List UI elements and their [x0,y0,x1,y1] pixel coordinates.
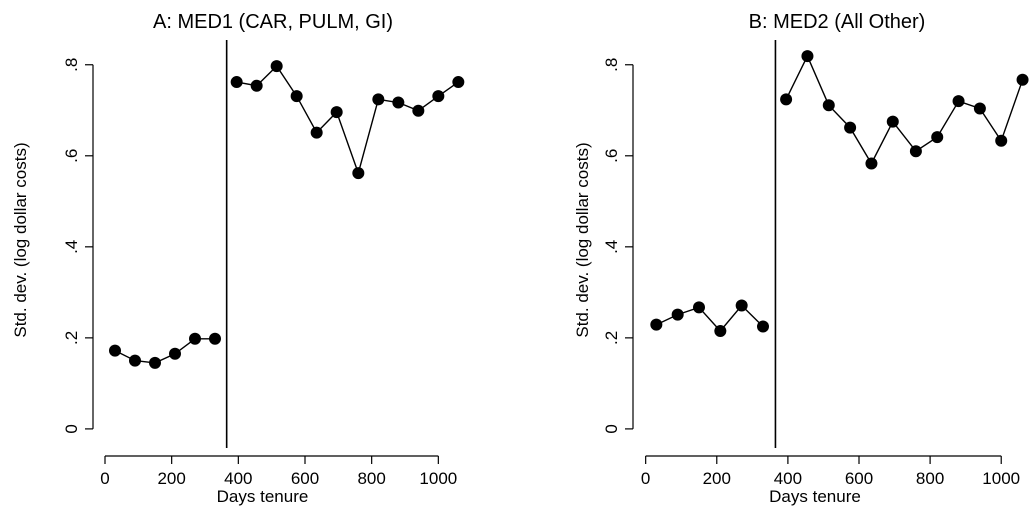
x-tick-label: 0 [641,469,650,488]
x-tick-label: 800 [916,469,944,488]
data-point [931,131,944,144]
data-point [290,90,303,103]
data-point [1016,73,1029,86]
data-point [270,60,283,73]
data-point [169,347,181,360]
data-point [412,104,425,117]
y-tick-label: .6 [62,149,81,163]
data-point [310,126,323,139]
data-point [432,90,445,103]
data-point [250,79,263,92]
data-point [352,167,365,180]
data-point [844,121,857,134]
y-axis-label: Std. dev. (log dollar costs) [11,142,30,337]
y-tick-label: .2 [62,331,81,345]
x-tick-label: 400 [224,469,252,488]
data-point [952,95,965,108]
y-tick-label: 0 [602,424,621,433]
y-tick-label: .6 [602,149,621,163]
data-point [372,93,385,106]
panel-title: A: MED1 (CAR, PULM, GI) [153,11,393,33]
data-point [714,325,727,338]
y-tick-label: .2 [602,331,621,345]
x-tick-label: 400 [774,469,802,488]
x-tick-label: 1000 [419,469,457,488]
data-point [452,76,465,89]
data-point [671,308,684,321]
series-line [656,304,764,333]
x-axis-label: Days tenure [769,487,861,506]
data-point [129,354,141,367]
data-point [650,318,663,331]
data-point [757,320,769,333]
data-point [865,157,878,170]
x-tick-label: 1000 [982,469,1020,488]
x-tick-label: 200 [703,469,731,488]
data-point [801,50,814,63]
y-tick-label: 0 [62,424,81,433]
x-tick-label: 600 [291,469,319,488]
data-point [780,93,793,106]
data-point [995,134,1008,147]
panel-b: B: MED2 (All Other) Std. dev. (log dolla… [573,11,1029,506]
y-tick-label: .8 [62,58,81,72]
x-tick-label: 200 [157,469,185,488]
data-point [973,102,986,115]
data-point [109,344,121,357]
y-tick-label: .4 [62,240,81,254]
y-axis-label: Std. dev. (log dollar costs) [573,142,592,337]
data-point [693,301,705,314]
x-tick-label: 0 [100,469,109,488]
data-point [735,299,748,312]
data-point [392,96,405,109]
data-point [149,356,161,369]
panel-title: B: MED2 (All Other) [749,11,926,33]
data-point [189,332,201,345]
series-line [785,54,1024,165]
x-tick-label: 600 [845,469,873,488]
x-axis-label: Days tenure [217,487,309,506]
panel-a: A: MED1 (CAR, PULM, GI) Std. dev. (log d… [11,11,465,506]
data-point [330,106,343,119]
y-tick-label: .4 [602,240,621,254]
data-point [209,332,221,345]
data-point [909,145,922,158]
y-tick-label: .8 [602,58,621,72]
series-line [236,65,459,176]
data-point [822,99,835,112]
x-tick-label: 800 [357,469,385,488]
data-point [886,115,899,128]
data-point [230,76,243,89]
